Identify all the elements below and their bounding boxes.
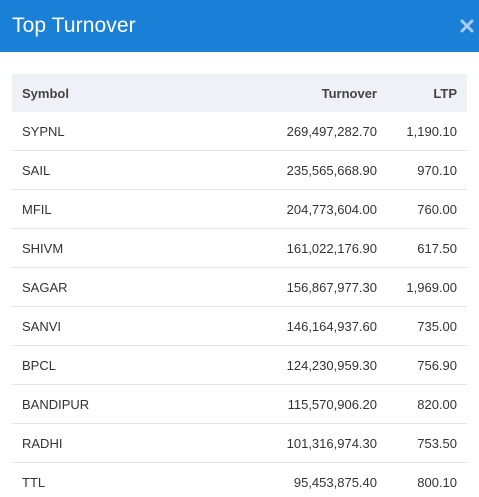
table-head: Symbol Turnover LTP xyxy=(12,74,467,112)
close-icon[interactable] xyxy=(457,0,477,52)
modal-title: Top Turnover xyxy=(12,14,136,37)
cell-turnover: 115,570,906.20 xyxy=(182,384,387,424)
table-row: SYPNL 269,497,282.70 1,190.10 xyxy=(12,112,467,151)
table-body: SYPNL 269,497,282.70 1,190.10 SAIL 235,5… xyxy=(12,112,467,497)
cell-symbol: BANDIPUR xyxy=(12,384,182,424)
table-header-row: Symbol Turnover LTP xyxy=(12,74,467,112)
header-symbol: Symbol xyxy=(22,85,69,101)
table-row: SAIL 235,565,668.90 970.10 xyxy=(12,150,467,190)
cell-ltp: 760.00 xyxy=(387,189,467,229)
cell-symbol: SAIL xyxy=(12,150,182,190)
cell-ltp: 800.10 xyxy=(387,462,467,497)
cell-symbol: BPCL xyxy=(12,345,182,385)
table-row: MFIL 204,773,604.00 760.00 xyxy=(12,189,467,229)
modal-body: Symbol Turnover LTP SYPNL 269,497,282.70… xyxy=(0,52,479,497)
cell-symbol: SANVI xyxy=(12,306,182,346)
table-row: BPCL 124,230,959.30 756.90 xyxy=(12,345,467,385)
cell-turnover: 101,316,974.30 xyxy=(182,423,387,463)
table-row: TTL 95,453,875.40 800.10 xyxy=(12,462,467,497)
cell-ltp: 970.10 xyxy=(387,150,467,190)
cell-ltp: 1,969.00 xyxy=(387,267,467,307)
cell-turnover: 124,230,959.30 xyxy=(182,345,387,385)
cell-ltp: 1,190.10 xyxy=(406,123,457,139)
cell-turnover: 235,565,668.90 xyxy=(182,150,387,190)
cell-turnover: 204,773,604.00 xyxy=(182,189,387,229)
table-row: SHIVM 161,022,176.90 617.50 xyxy=(12,228,467,268)
turnover-table: Symbol Turnover LTP SYPNL 269,497,282.70… xyxy=(12,74,467,497)
table-row: RADHI 101,316,974.30 753.50 xyxy=(12,423,467,463)
cell-symbol: TTL xyxy=(12,462,182,497)
cell-turnover: 146,164,937.60 xyxy=(182,306,387,346)
cell-ltp: 617.50 xyxy=(387,228,467,268)
cell-ltp: 820.00 xyxy=(387,384,467,424)
cell-turnover: 161,022,176.90 xyxy=(182,228,387,268)
cell-symbol: MFIL xyxy=(12,189,182,229)
header-ltp: LTP xyxy=(433,85,457,101)
table-row: SANVI 146,164,937.60 735.00 xyxy=(12,306,467,346)
modal-header: Top Turnover xyxy=(0,0,479,52)
cell-ltp: 735.00 xyxy=(387,306,467,346)
cell-turnover: 95,453,875.40 xyxy=(182,462,387,497)
cell-ltp: 753.50 xyxy=(387,423,467,463)
cell-symbol: SHIVM xyxy=(12,228,182,268)
cell-symbol: SAGAR xyxy=(12,267,182,307)
header-turnover: Turnover xyxy=(321,85,377,101)
cell-symbol: SYPNL xyxy=(22,123,65,139)
table-row: BANDIPUR 115,570,906.20 820.00 xyxy=(12,384,467,424)
cell-turnover: 269,497,282.70 xyxy=(286,123,377,139)
table-row: SAGAR 156,867,977.30 1,969.00 xyxy=(12,267,467,307)
cell-symbol: RADHI xyxy=(12,423,182,463)
cell-turnover: 156,867,977.30 xyxy=(182,267,387,307)
cell-ltp: 756.90 xyxy=(387,345,467,385)
close-icon-glyph xyxy=(460,19,474,33)
